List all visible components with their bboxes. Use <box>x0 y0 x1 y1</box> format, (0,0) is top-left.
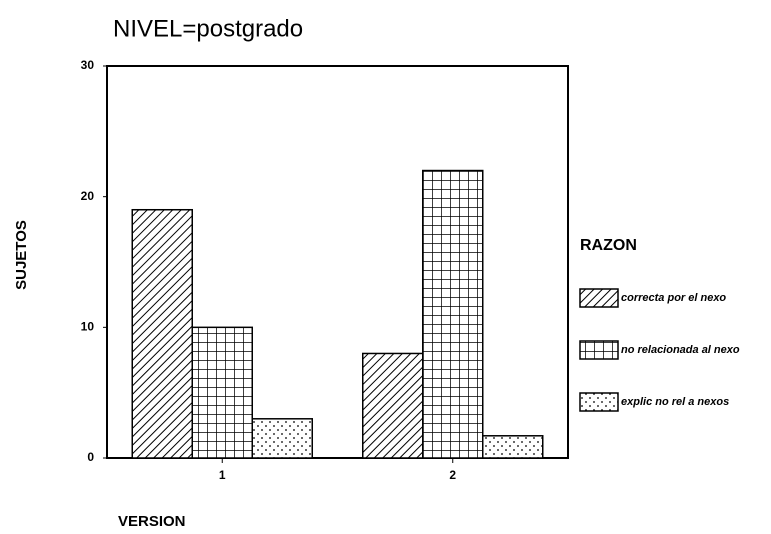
legend-swatch <box>579 340 619 360</box>
y-tick-label: 10 <box>81 320 95 334</box>
bar <box>482 435 544 459</box>
bar <box>362 352 424 459</box>
legend-title: RAZON <box>580 237 637 254</box>
bar <box>251 418 313 459</box>
bar <box>191 326 253 459</box>
legend-swatch <box>579 288 619 308</box>
y-tick-label: 0 <box>87 450 94 464</box>
bar <box>422 169 484 459</box>
bar <box>131 208 193 459</box>
x-axis-label: VERSION <box>118 513 186 530</box>
x-tick-label: 1 <box>219 468 226 482</box>
x-tick-label: 2 <box>449 468 456 482</box>
chart-title: NIVEL=postgrado <box>113 15 303 42</box>
legend-swatch <box>579 392 619 412</box>
plot-frame <box>106 65 569 459</box>
y-axis-label: SUJETOS <box>13 220 30 290</box>
y-tick-label: 30 <box>81 58 95 72</box>
legend-label: no relacionada al nexo <box>621 344 740 356</box>
y-tick-label: 20 <box>81 189 95 203</box>
legend-label: correcta por el nexo <box>621 292 726 304</box>
legend-label: explic no rel a nexos <box>621 396 729 408</box>
